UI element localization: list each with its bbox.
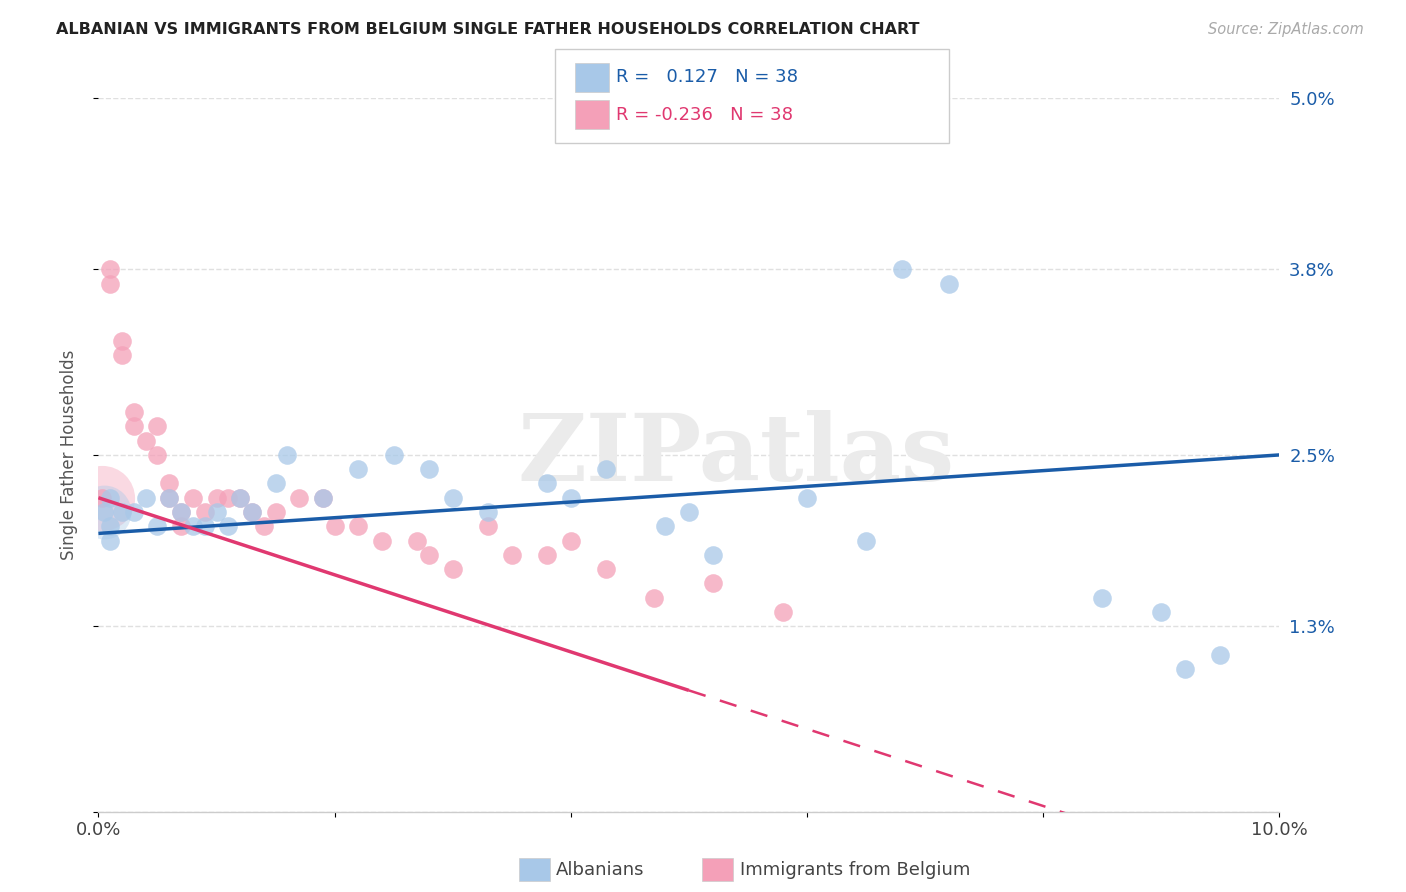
Point xyxy=(418,462,440,476)
Point xyxy=(157,476,180,491)
Point xyxy=(91,491,114,505)
Point xyxy=(122,419,145,434)
Point xyxy=(194,505,217,519)
Point xyxy=(111,334,134,348)
Point xyxy=(122,405,145,419)
Point xyxy=(157,491,180,505)
Text: Albanians: Albanians xyxy=(555,861,644,879)
Point xyxy=(205,491,228,505)
Point xyxy=(772,605,794,619)
Point xyxy=(93,505,115,519)
Point xyxy=(122,505,145,519)
Point xyxy=(441,562,464,576)
Point xyxy=(229,491,252,505)
Text: ALBANIAN VS IMMIGRANTS FROM BELGIUM SINGLE FATHER HOUSEHOLDS CORRELATION CHART: ALBANIAN VS IMMIGRANTS FROM BELGIUM SING… xyxy=(56,22,920,37)
Point xyxy=(347,462,370,476)
Point xyxy=(98,491,121,505)
Point xyxy=(1150,605,1173,619)
Point xyxy=(312,491,335,505)
Point xyxy=(229,491,252,505)
Point xyxy=(477,519,499,533)
Point xyxy=(135,434,157,448)
Text: Immigrants from Belgium: Immigrants from Belgium xyxy=(740,861,970,879)
Point xyxy=(98,519,121,533)
Point xyxy=(418,548,440,562)
Point xyxy=(111,505,134,519)
Point xyxy=(98,533,121,548)
Point xyxy=(146,519,169,533)
Point xyxy=(1174,662,1197,676)
Point xyxy=(146,419,169,434)
Point xyxy=(702,548,724,562)
Point xyxy=(264,505,287,519)
Point xyxy=(240,505,263,519)
Point xyxy=(1091,591,1114,605)
Point xyxy=(560,491,582,505)
Point xyxy=(181,519,204,533)
Point xyxy=(135,491,157,505)
Point xyxy=(264,476,287,491)
Point xyxy=(217,519,239,533)
Point xyxy=(205,505,228,519)
Point xyxy=(170,505,193,519)
Point xyxy=(654,519,676,533)
Point xyxy=(406,533,429,548)
Point xyxy=(93,505,115,519)
Point xyxy=(501,548,523,562)
Point xyxy=(253,519,276,533)
Point xyxy=(477,505,499,519)
Point xyxy=(288,491,311,505)
Point xyxy=(938,277,960,291)
Point xyxy=(643,591,665,605)
Point xyxy=(170,505,193,519)
Text: R =   0.127   N = 38: R = 0.127 N = 38 xyxy=(616,69,797,87)
Point xyxy=(146,448,169,462)
Point xyxy=(323,519,346,533)
Point xyxy=(536,476,558,491)
Point xyxy=(371,533,394,548)
Point xyxy=(536,548,558,562)
Point xyxy=(382,448,405,462)
Point xyxy=(595,462,617,476)
Text: R = -0.236   N = 38: R = -0.236 N = 38 xyxy=(616,105,793,123)
Point xyxy=(1209,648,1232,662)
Point xyxy=(91,491,114,505)
Point xyxy=(170,519,193,533)
Point xyxy=(157,491,180,505)
Point xyxy=(890,262,912,277)
Text: Source: ZipAtlas.com: Source: ZipAtlas.com xyxy=(1208,22,1364,37)
Point xyxy=(347,519,370,533)
Point xyxy=(855,533,877,548)
Point xyxy=(276,448,298,462)
Point xyxy=(217,491,239,505)
Y-axis label: Single Father Households: Single Father Households xyxy=(59,350,77,560)
Point xyxy=(560,533,582,548)
Point xyxy=(98,262,121,277)
Point xyxy=(181,491,204,505)
Point xyxy=(98,277,121,291)
Point xyxy=(194,519,217,533)
Point xyxy=(796,491,818,505)
Point xyxy=(441,491,464,505)
Point xyxy=(312,491,335,505)
Point xyxy=(111,348,134,362)
Point xyxy=(678,505,700,519)
Text: ZIPatlas: ZIPatlas xyxy=(517,410,955,500)
Point xyxy=(702,576,724,591)
Point xyxy=(240,505,263,519)
Point xyxy=(595,562,617,576)
